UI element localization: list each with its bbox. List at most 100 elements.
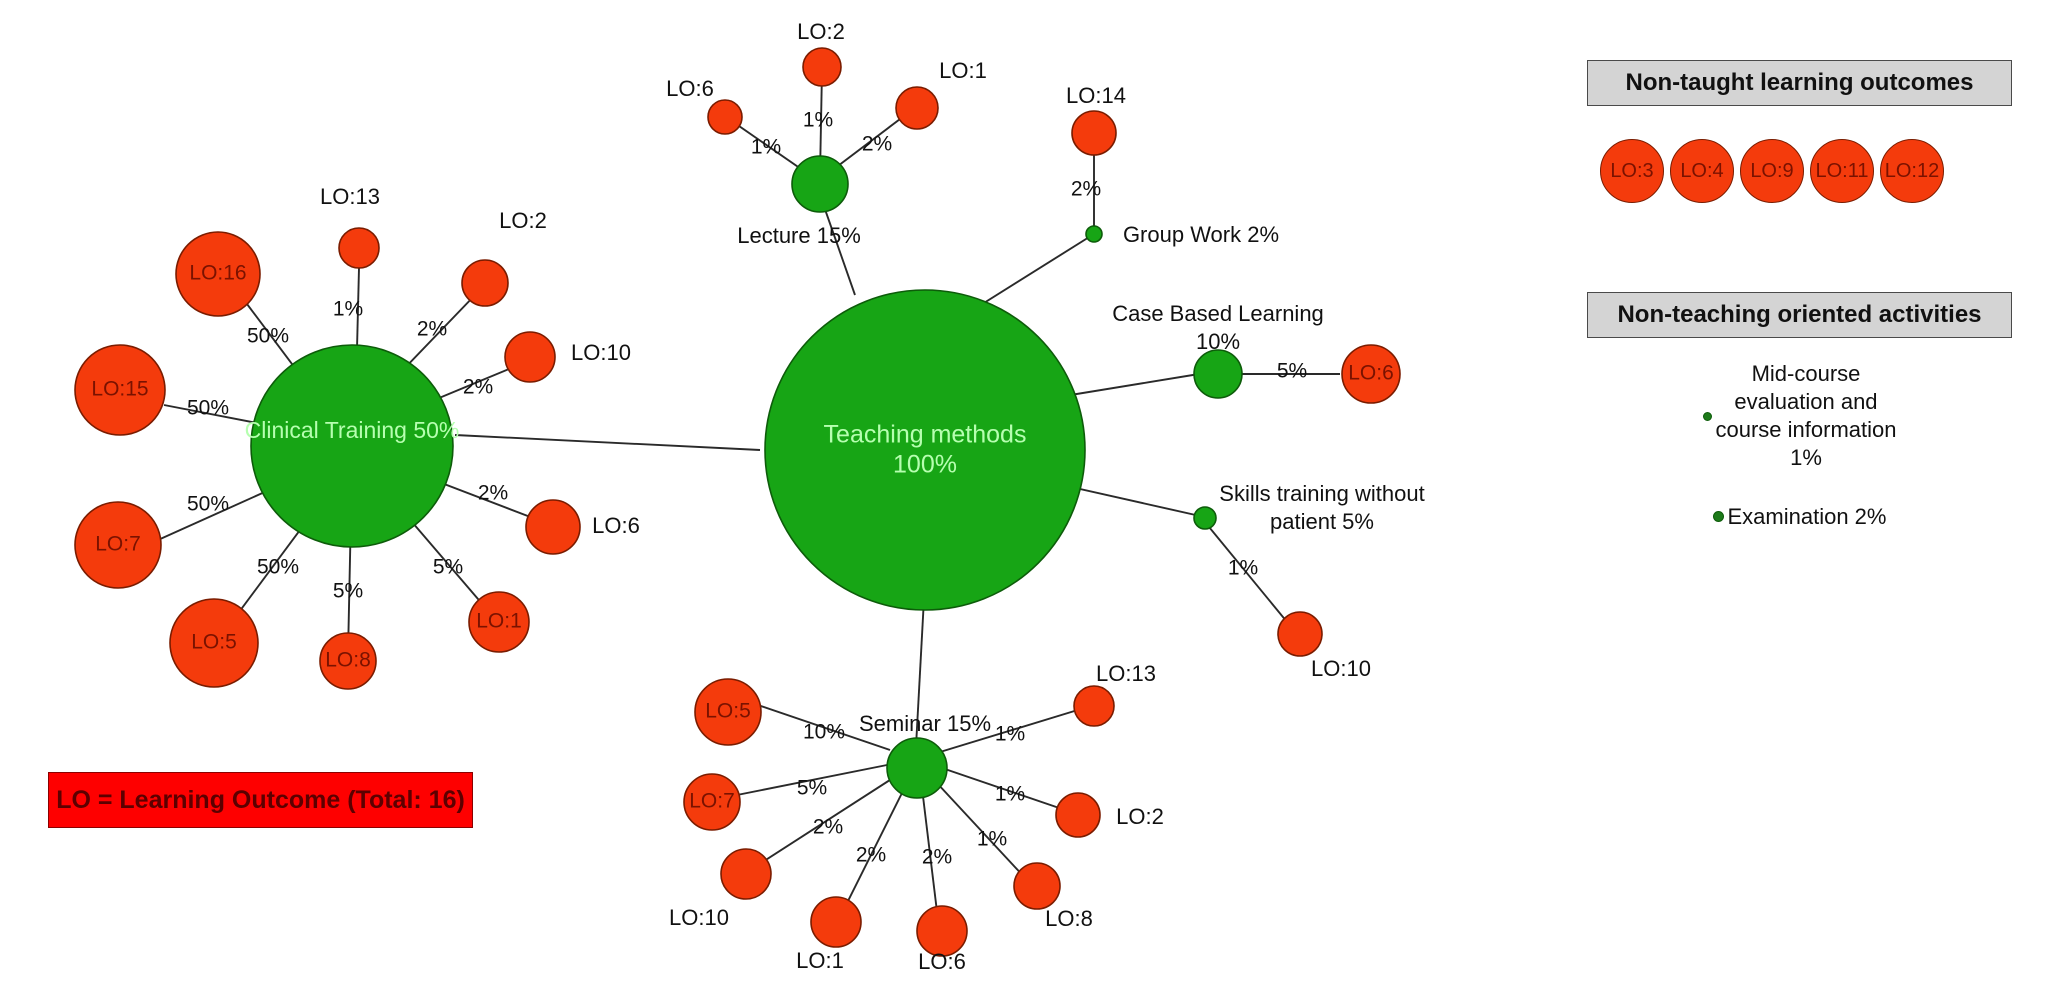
non-taught-chip-lo9[interactable]: LO:9 [1740,139,1804,203]
node-lo1-lecture[interactable]: LO:1 [895,58,987,130]
node-lo13-clinical[interactable]: LO:13 [320,184,380,269]
edge-label-seminar-lo1: 2% [856,844,886,867]
lo13-clinical-circle[interactable] [338,227,380,269]
edge-label-lecture-lo2: 1% [803,109,833,132]
node-skills-training[interactable]: Skills training without patient 5% [1193,481,1425,534]
node-lo10-clinical[interactable]: LO:10 [504,331,631,383]
lo1-clinical-circle[interactable] [468,591,530,653]
node-group-work[interactable]: Group Work 2% [1085,222,1279,247]
edge-label-lecture-lo6: 1% [751,136,781,159]
edge-label-clinical-lo8: 5% [333,580,363,603]
case-based-learning-value: 10% [1196,329,1240,354]
skills-training-title: Skills training without [1219,481,1424,506]
lo6-clinical-circle[interactable] [525,499,581,555]
node-lo7-seminar[interactable]: LO:7 [683,773,741,831]
non-taught-chip-lo12[interactable]: LO:12 [1880,139,1944,203]
lo16-circle[interactable] [175,231,261,317]
edge-label-seminar-lo7: 5% [797,777,827,800]
lo6-seminar-circle[interactable] [916,905,968,957]
edge-label-lecture-lo1: 2% [862,133,892,156]
lo10-seminar-circle[interactable] [720,848,772,900]
node-lo10-seminar[interactable]: LO:10 [669,848,772,930]
case-based-learning-circle[interactable] [1193,349,1243,399]
lecture-circle[interactable] [791,155,849,213]
lo1-seminar-circle[interactable] [810,896,862,948]
node-lo1-seminar[interactable]: LO:1 [796,896,862,973]
node-seminar[interactable]: Seminar 15% [859,711,991,799]
node-lo2-lecture[interactable]: LO:2 [797,19,845,87]
edge-label-seminar-lo6: 2% [922,846,952,869]
node-lo8-seminar[interactable]: LO:8 [1013,862,1093,931]
activity-mid-course-evaluation[interactable]: Mid-course evaluation and course informa… [1587,360,2012,473]
green-dot-icon [1712,511,1724,523]
lo5-seminar-circle[interactable] [694,678,762,746]
node-lo8-clinical[interactable]: LO:8 [319,632,377,690]
edge-seminar-lo8 [935,781,1028,881]
lo7-clinical-label: LO:7 [95,533,141,556]
lo8-seminar-circle[interactable] [1013,862,1061,910]
lo6-lecture-label: LO:6 [666,76,714,101]
lo6-cbl-circle[interactable] [1341,344,1401,404]
node-lo6-clinical[interactable]: LO:6 [525,499,640,555]
edge-label-clinical-lo10: 2% [463,376,493,399]
lecture-label: Lecture 15% [737,223,861,248]
lo6-lecture-circle[interactable] [707,99,743,135]
node-lo5-clinical[interactable]: LO:5 [169,598,259,688]
teaching-methods-circle[interactable] [764,289,1086,611]
edge-label-seminar-lo13: 1% [995,723,1025,746]
node-lo14[interactable]: LO:14 [1066,83,1126,156]
lo10-skills-circle[interactable] [1277,611,1323,657]
lo2-lecture-circle[interactable] [802,47,842,87]
non-taught-outcomes-row: LO:3 LO:4 LO:9 LO:11 LO:12 [1600,139,2000,203]
node-lo2-seminar[interactable]: LO:2 [1055,792,1164,838]
node-lo16[interactable]: LO:16 [175,231,261,317]
node-case-based-learning[interactable]: Case Based Learning 10% [1112,301,1324,399]
node-lo6-cbl[interactable]: LO:6 [1341,344,1401,404]
lo2-seminar-circle[interactable] [1055,792,1101,838]
edge-label-seminar-lo10: 2% [813,816,843,839]
lo13-seminar-circle[interactable] [1073,685,1115,727]
group-work-circle[interactable] [1085,225,1103,243]
node-lo2-clinical[interactable]: LO:2 [461,208,547,307]
skills-training-circle[interactable] [1193,506,1217,530]
node-lo6-seminar[interactable]: LO:6 [916,905,968,974]
lo10-clinical-circle[interactable] [504,331,556,383]
clinical-training-circle[interactable] [250,344,454,548]
activity-examination[interactable]: Examination 2% [1587,503,2012,531]
edge-label-cbl-lo6: 5% [1277,360,1307,383]
node-lo6-lecture[interactable]: LO:6 [666,76,743,135]
lo2-clinical-circle[interactable] [461,259,509,307]
lo14-circle[interactable] [1071,110,1117,156]
activity-mid-course-text: Mid-course evaluation and course informa… [1716,360,1897,473]
node-lo7-clinical[interactable]: LO:7 [74,501,162,589]
case-based-learning-title: Case Based Learning [1112,301,1324,326]
node-clinical-training[interactable]: Clinical Training 50% [245,344,460,548]
lo13-seminar-label: LO:13 [1096,661,1156,686]
seminar-circle[interactable] [886,737,948,799]
lo8-clinical-circle[interactable] [319,632,377,690]
node-lo13-seminar[interactable]: LO:13 [1073,661,1156,727]
edge-label-clinical-lo2: 2% [417,318,447,341]
lo1-lecture-circle[interactable] [895,86,939,130]
non-taught-chip-lo4[interactable]: LO:4 [1670,139,1734,203]
non-taught-chip-lo3[interactable]: LO:3 [1600,139,1664,203]
lo15-circle[interactable] [74,344,166,436]
node-lo15[interactable]: LO:15 [74,344,166,436]
lo16-label: LO:16 [189,262,246,285]
lo7-clinical-circle[interactable] [74,501,162,589]
edge-labels-layer: 50% 1% 2% 2% 50% 2% 50% 5% 50% 5% 1% 1% … [187,109,1307,869]
node-lo5-seminar[interactable]: LO:5 [694,678,762,746]
lo15-label: LO:15 [91,378,148,401]
lo5-clinical-label: LO:5 [191,631,237,654]
node-lo10-skills[interactable]: LO:10 [1277,611,1371,681]
node-lo1-clinical[interactable]: LO:1 [468,591,530,653]
lo5-clinical-circle[interactable] [169,598,259,688]
edge-label-clinical-lo13: 1% [333,298,363,321]
node-lecture[interactable]: Lecture 15% [737,155,861,248]
lo13-clinical-label: LO:13 [320,184,380,209]
lo14-label: LO:14 [1066,83,1126,108]
node-teaching-methods[interactable]: Teaching methods 100% [764,289,1086,611]
non-taught-chip-lo11[interactable]: LO:11 [1810,139,1874,203]
lo7-seminar-circle[interactable] [683,773,741,831]
edge-label-clinical-lo6: 2% [478,482,508,505]
